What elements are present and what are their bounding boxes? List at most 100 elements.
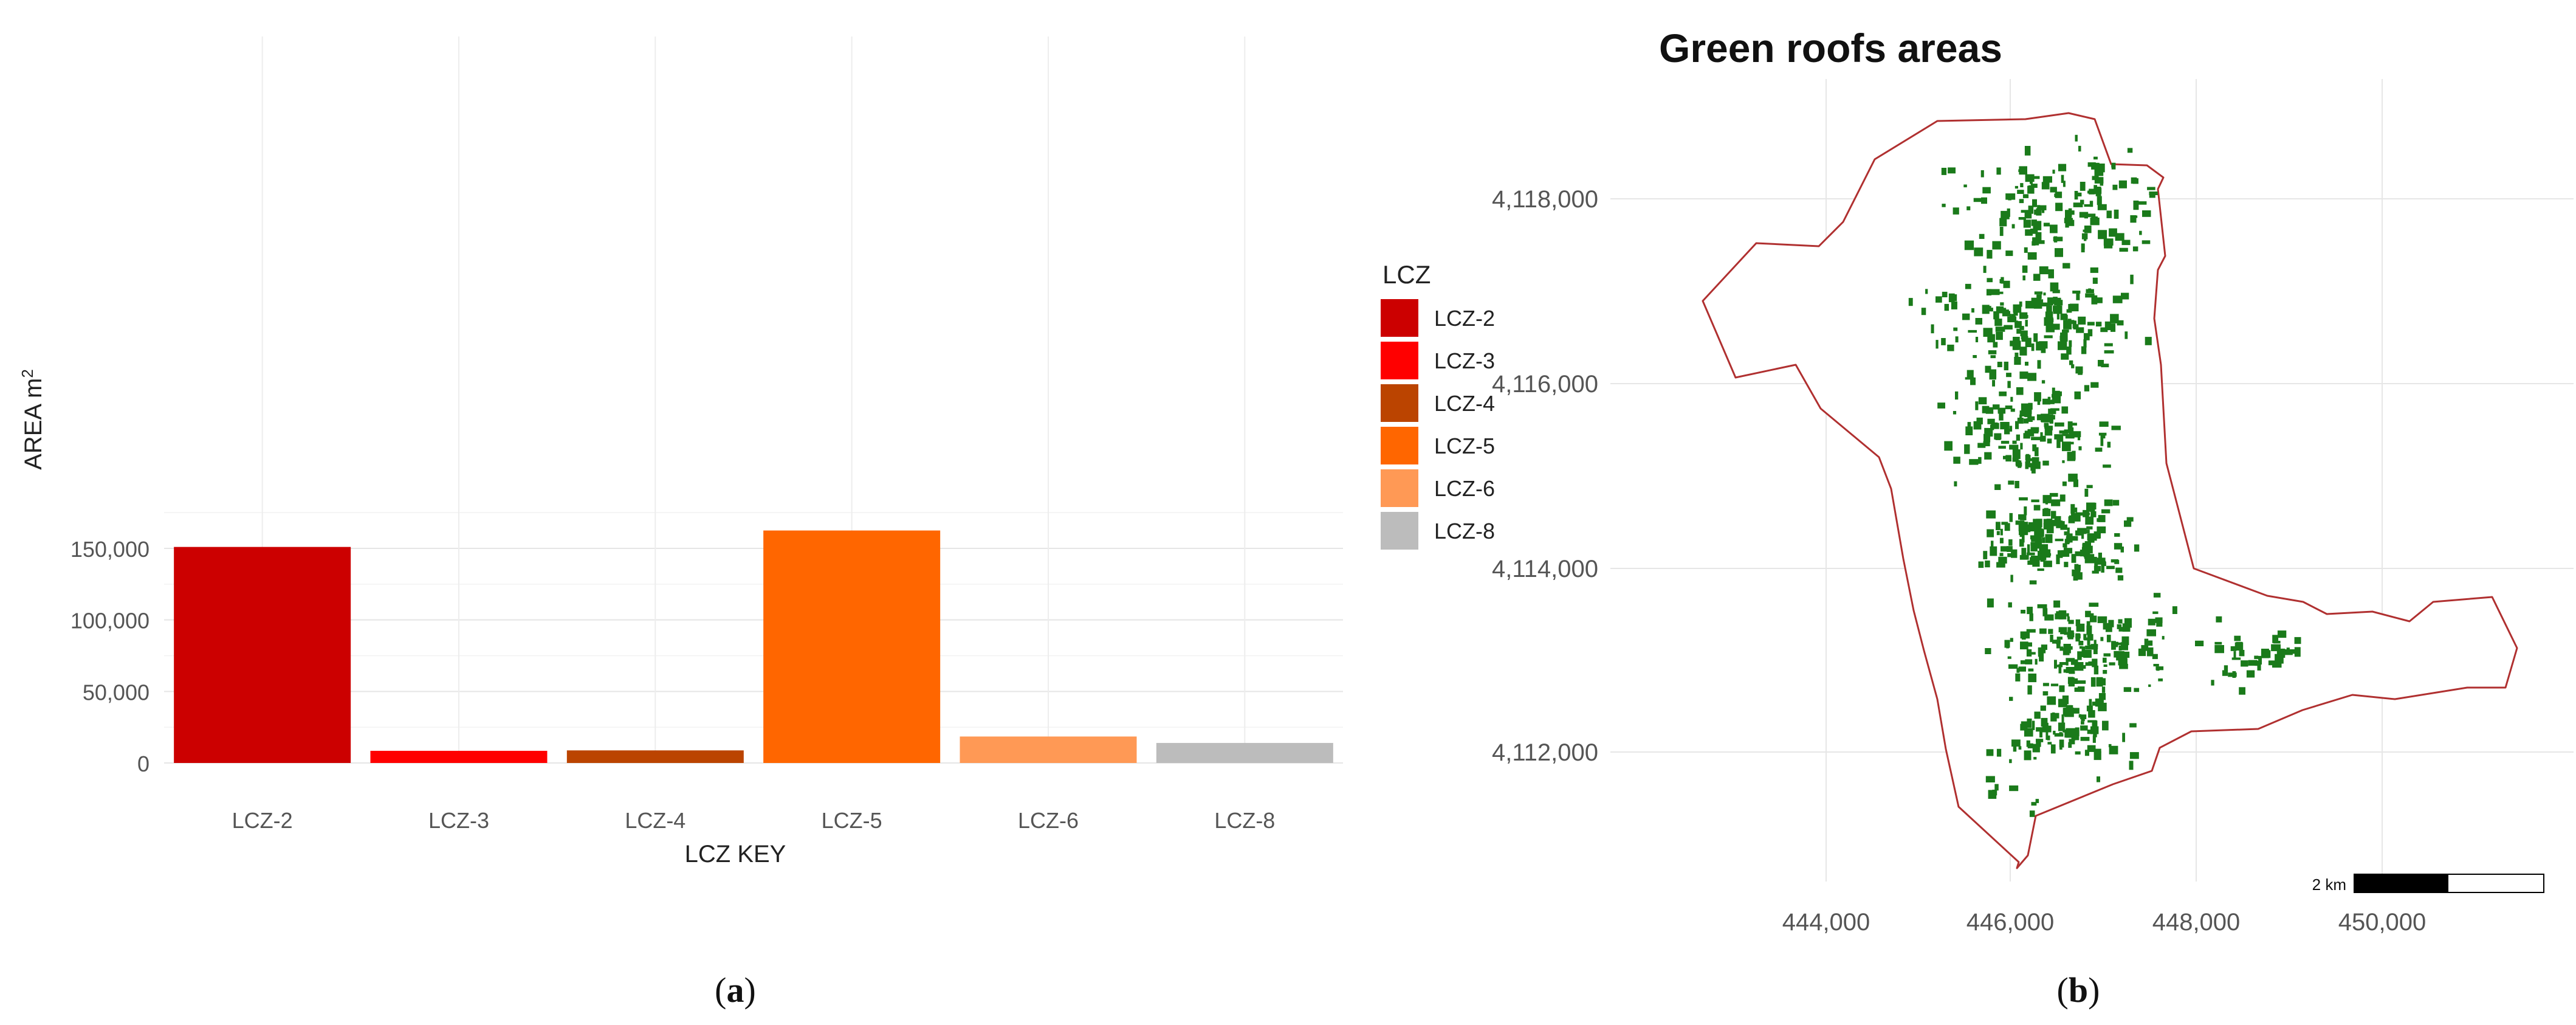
green-roof-patch	[2066, 347, 2072, 355]
green-roof-patch	[2024, 146, 2031, 156]
green-roof-patch	[2050, 744, 2056, 754]
green-roof-patch	[2041, 206, 2045, 213]
green-roof-patch	[2074, 191, 2078, 200]
green-roof-patch	[2075, 633, 2080, 642]
green-roof-patch	[2106, 210, 2112, 218]
green-roof-patch	[2090, 267, 2098, 273]
scale-bar-label: 2 km	[2312, 875, 2346, 894]
green-roof-patch	[2083, 633, 2087, 640]
green-roof-patch	[2121, 636, 2129, 646]
green-roof-patch	[2097, 557, 2106, 565]
green-roof-patch	[2078, 641, 2084, 646]
green-roof-patch	[1975, 337, 1979, 342]
green-roof-patch	[1968, 330, 1977, 333]
green-roof-patch	[2030, 184, 2038, 188]
green-roof-patch	[2027, 373, 2037, 381]
green-roof-patch	[2008, 602, 2012, 608]
green-roof-patch	[2044, 614, 2054, 621]
green-roof-patch	[2040, 302, 2050, 306]
green-roof-patch	[2027, 685, 2032, 695]
green-roof-patch	[2147, 187, 2155, 190]
green-roof-patch	[2062, 441, 2071, 452]
green-roof-patch	[2103, 623, 2111, 630]
green-roof-patch	[2032, 444, 2037, 452]
green-roof-patch	[2069, 320, 2075, 324]
green-roof-patch	[1994, 319, 2002, 326]
green-roof-patch	[2027, 552, 2035, 556]
green-roof-patch	[2080, 737, 2090, 741]
green-roof-patch	[2095, 748, 2101, 753]
green-roof-patch	[2043, 523, 2048, 530]
x-tick-label: LCZ-4	[625, 808, 685, 833]
green-roof-patch	[2027, 607, 2033, 615]
green-roof-patch	[2044, 423, 2049, 427]
green-roof-patch	[2153, 593, 2161, 598]
green-roof-patch	[2091, 534, 2101, 539]
green-roof-patch	[2076, 680, 2086, 684]
green-roof-patch	[1954, 481, 1957, 487]
green-roof-patch	[2023, 418, 2029, 424]
green-roof-patch	[2101, 686, 2106, 693]
green-roof-patch	[2074, 687, 2080, 692]
green-roof-patch	[2048, 409, 2056, 415]
green-roof-patch	[2054, 434, 2063, 440]
green-roof-patch	[2059, 430, 2069, 434]
green-roof-patch	[2056, 554, 2060, 564]
green-roof-patch	[2040, 705, 2046, 711]
green-roof-patch	[2047, 742, 2052, 745]
green-roof-patch	[2115, 641, 2118, 646]
green-roof-patch	[2258, 655, 2262, 665]
green-roof-patch	[2063, 647, 2070, 655]
green-roof-patch	[2134, 544, 2140, 552]
green-roof-patch	[2101, 364, 2109, 368]
green-roof-patch	[2025, 362, 2028, 366]
green-roof-patch	[2019, 410, 2027, 416]
green-roof-patch	[1992, 241, 2001, 250]
green-roof-patch	[1991, 540, 1994, 550]
green-roof-patch	[2078, 446, 2082, 450]
green-roof-patch	[2087, 213, 2096, 218]
green-roof-patch	[2068, 619, 2074, 624]
green-roof-patch	[2009, 697, 2013, 701]
green-roof-patch	[2111, 643, 2115, 647]
green-roof-patch	[2008, 664, 2018, 669]
green-roofs	[1908, 134, 2301, 817]
green-roof-patch	[2118, 180, 2127, 188]
green-roof-patch	[2009, 426, 2013, 432]
green-roof-patch	[2058, 164, 2067, 171]
green-roof-patch	[2114, 651, 2121, 658]
green-roof-patch	[2071, 554, 2076, 563]
green-roof-patch	[2124, 618, 2132, 628]
green-roof-patch	[2036, 727, 2044, 732]
green-roof-patch	[2073, 202, 2083, 207]
green-roof-patch	[2111, 426, 2121, 430]
y-tick-label: 100,000	[70, 609, 149, 633]
green-roof-patch	[1985, 776, 1995, 782]
legend: LCZ-2 LCZ-3 LCZ-4 LCZ-5 LCZ-6 LCZ-8	[1381, 299, 1495, 550]
green-roof-patch	[2003, 455, 2011, 460]
green-roof-patch	[2195, 640, 2204, 646]
green-roof-patch	[2122, 658, 2128, 666]
green-roof-patch	[2000, 302, 2004, 306]
green-roof-patch	[2016, 387, 2024, 395]
green-roof-patch	[2092, 735, 2096, 743]
green-roof-patch	[2024, 210, 2032, 219]
green-roof-patch	[2043, 561, 2052, 567]
green-roof-patch	[1948, 167, 1956, 174]
green-roof-patch	[2122, 733, 2125, 742]
green-roof-patch	[2098, 230, 2107, 240]
green-roof-patch	[1966, 206, 1971, 210]
green-roof-patch	[1985, 407, 1994, 414]
green-roof-patch	[2149, 192, 2158, 195]
green-roof-patch	[1973, 198, 1982, 202]
green-roof-patch	[2083, 339, 2087, 348]
green-roof-patch	[2033, 221, 2042, 230]
green-roof-patch	[2092, 720, 2098, 730]
green-roof-patch	[2119, 663, 2128, 669]
green-roof-patch	[1991, 423, 1999, 429]
green-roof-patch	[2090, 511, 2097, 517]
green-roof-patch	[2067, 421, 2073, 431]
green-roof-patch	[2118, 627, 2125, 632]
green-roof-patch	[2010, 638, 2013, 642]
caption-b-letter: b	[2069, 970, 2088, 1010]
